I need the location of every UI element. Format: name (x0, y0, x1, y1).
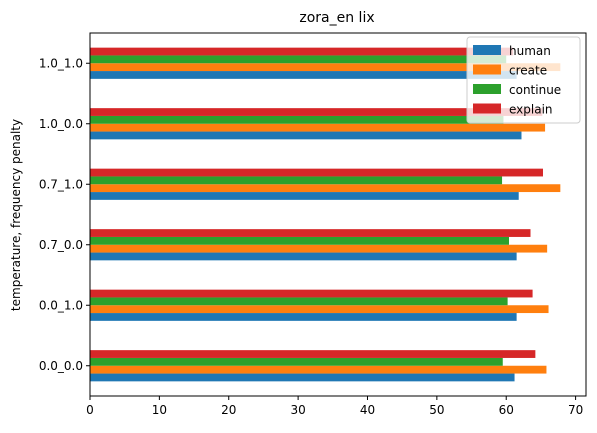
bar-create-1.0_1.0 (90, 63, 561, 72)
bar-explain-1.0_1.0 (90, 47, 514, 56)
bar-create-1.0_0.0 (90, 123, 546, 132)
chart-title: zora_en lix (299, 10, 374, 26)
x-axis: 0 10 20 30 40 50 60 70 (86, 396, 583, 417)
y-tick-label: 0.0_1.0 (39, 298, 83, 312)
bar-explain-1.0_0.0 (90, 108, 543, 116)
legend-label-continue: continue (509, 83, 561, 97)
y-tick-label: 0.0_0.0 (39, 359, 83, 373)
y-axis-label: temperature, frequency penalty (9, 119, 23, 311)
legend: human create continue explain (466, 36, 581, 124)
legend-label-explain: explain (509, 103, 553, 117)
y-tick-label: 0.7_1.0 (39, 177, 83, 191)
bar-create-0.0_0.0 (90, 365, 547, 374)
bar-continue-0.0_1.0 (90, 297, 508, 306)
legend-label-human: human (509, 44, 551, 58)
y-tick-label: 1.0_0.0 (39, 117, 83, 131)
bars-layer (90, 47, 561, 382)
bar-explain-0.0_1.0 (90, 289, 533, 298)
x-tick-label: 70 (568, 403, 583, 417)
x-tick-label: 50 (429, 403, 444, 417)
bar-continue-0.7_1.0 (90, 176, 503, 185)
bar-human-1.0_0.0 (90, 131, 522, 140)
bar-continue-0.0_0.0 (90, 357, 503, 366)
bar-human-0.7_1.0 (90, 192, 519, 200)
x-tick-label: 30 (290, 403, 305, 417)
bar-continue-1.0_0.0 (90, 115, 504, 124)
bar-human-0.7_0.0 (90, 252, 517, 261)
legend-label-create: create (509, 64, 547, 78)
legend-swatch-continue (473, 84, 501, 94)
legend-box (466, 36, 581, 124)
bar-explain-0.0_0.0 (90, 350, 536, 358)
legend-swatch-explain (473, 103, 501, 114)
x-tick-label: 20 (221, 403, 236, 417)
y-tick-label: 0.7_0.0 (39, 238, 83, 252)
x-tick-label: 10 (152, 403, 167, 417)
plot-frame (89, 32, 587, 397)
legend-swatch-human (473, 45, 501, 55)
bar-human-0.0_1.0 (90, 313, 517, 321)
bar-create-0.0_1.0 (90, 305, 549, 314)
bar-create-0.7_0.0 (90, 244, 548, 253)
x-tick-label: 0 (86, 403, 94, 417)
x-tick-label: 60 (499, 403, 514, 417)
bar-continue-0.7_0.0 (90, 236, 509, 245)
y-axis: 0.0_0.0 0.0_1.0 0.7_0.0 0.7_1.0 1.0_0.0 1.0_1… (39, 56, 90, 373)
legend-swatch-create (473, 64, 501, 75)
y-tick-label: 1.0_1.0 (39, 56, 83, 70)
bar-continue-1.0_1.0 (90, 55, 507, 64)
bar-human-0.0_0.0 (90, 373, 515, 382)
bar-human-1.0_1.0 (90, 71, 517, 79)
x-tick-label: 40 (360, 403, 375, 417)
bar-create-0.7_1.0 (90, 184, 561, 193)
bar-explain-0.7_0.0 (90, 229, 531, 237)
bar-explain-0.7_1.0 (90, 168, 543, 177)
